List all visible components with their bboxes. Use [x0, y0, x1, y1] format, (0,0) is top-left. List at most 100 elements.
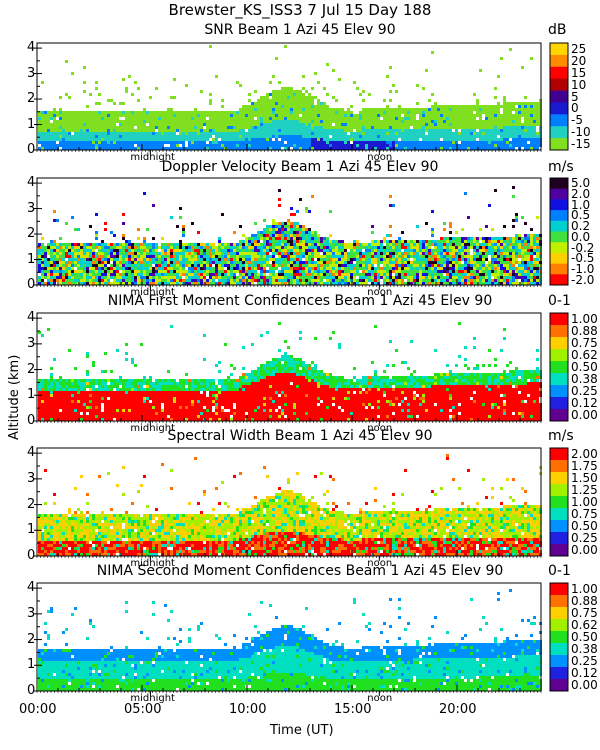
- data-cell: [197, 132, 200, 135]
- data-cell: [272, 90, 275, 93]
- data-cell: [194, 261, 197, 264]
- data-cell: [392, 144, 395, 147]
- data-cell: [83, 267, 86, 270]
- data-cell: [347, 261, 350, 264]
- data-cell: [122, 141, 125, 144]
- data-cell: [251, 240, 254, 243]
- data-cell: [182, 129, 185, 132]
- data-cell: [398, 120, 401, 123]
- data-cell: [509, 105, 512, 108]
- data-cell: [188, 132, 191, 135]
- data-cell: [116, 144, 119, 147]
- data-cell: [254, 138, 257, 141]
- data-cell: [248, 279, 251, 282]
- data-cell: [308, 102, 311, 105]
- data-cell: [287, 114, 290, 117]
- data-cell: [302, 249, 305, 252]
- data-cell: [74, 123, 77, 126]
- data-cell: [131, 282, 134, 285]
- data-cell: [419, 276, 422, 279]
- data-cell: [167, 255, 170, 258]
- data-cell: [470, 111, 473, 114]
- data-cell: [158, 246, 161, 249]
- data-cell: [464, 282, 467, 285]
- data-cell: [398, 141, 401, 144]
- data-cell: [56, 123, 59, 126]
- data-cell: [83, 114, 86, 117]
- data-cell: [440, 123, 443, 126]
- data-cell: [146, 126, 149, 129]
- data-cell: [488, 105, 491, 108]
- data-cell: [386, 249, 389, 252]
- data-cell: [347, 138, 350, 141]
- data-cell: [425, 255, 428, 258]
- data-cell: [233, 252, 236, 255]
- data-cell: [248, 126, 251, 129]
- data-cell: [80, 279, 83, 282]
- data-cell: [509, 144, 512, 147]
- data-cell: [365, 135, 368, 138]
- data-cell: [407, 120, 410, 123]
- data-cell: [131, 270, 134, 273]
- data-cell: [389, 147, 392, 150]
- data-cell: [443, 111, 446, 114]
- data-cell: [263, 132, 266, 135]
- data-cell: [191, 141, 194, 144]
- data-cell: [497, 129, 500, 132]
- data-cell: [176, 282, 179, 285]
- data-cell: [434, 270, 437, 273]
- data-cell: [221, 246, 224, 249]
- data-cell: [47, 141, 50, 144]
- data-cell: [197, 135, 200, 138]
- data-cell: [533, 144, 536, 147]
- data-cell: [338, 111, 341, 114]
- data-cell: [236, 111, 239, 114]
- data-cell: [281, 117, 284, 120]
- data-cell: [296, 102, 299, 105]
- data-cell: [173, 114, 176, 117]
- data-cell: [278, 111, 281, 114]
- data-cell: [95, 117, 98, 120]
- data-cell: [227, 126, 230, 129]
- data-cell: [98, 276, 101, 279]
- data-cell: [410, 261, 413, 264]
- data-cell: [194, 273, 197, 276]
- data-cell: [422, 123, 425, 126]
- data-cell: [260, 270, 263, 273]
- data-cell: [206, 279, 209, 282]
- data-cell: [218, 141, 221, 144]
- data-cell: [518, 141, 521, 144]
- data-cell: [77, 267, 80, 270]
- data-cell: [158, 141, 161, 144]
- data-cell: [38, 276, 41, 279]
- data-cell: [164, 267, 167, 270]
- data-cell: [92, 261, 95, 264]
- data-cell: [305, 129, 308, 132]
- data-cell: [134, 120, 137, 123]
- data-cell: [452, 111, 455, 114]
- data-cell: [527, 108, 530, 111]
- data-cell: [53, 108, 56, 111]
- data-cell: [203, 138, 206, 141]
- data-cell: [344, 114, 347, 117]
- data-cell: [89, 225, 92, 228]
- data-cell: [518, 120, 521, 123]
- data-cell: [203, 135, 206, 138]
- data-cell: [329, 117, 332, 120]
- data-cell: [236, 267, 239, 270]
- data-cell: [242, 234, 245, 237]
- data-cell: [95, 237, 98, 240]
- data-cell: [269, 144, 272, 147]
- data-cell: [80, 270, 83, 273]
- data-cell: [386, 132, 389, 135]
- data-cell: [464, 126, 467, 129]
- data-cell: [59, 135, 62, 138]
- data-cell: [134, 267, 137, 270]
- data-cell: [296, 120, 299, 123]
- data-cell: [314, 144, 317, 147]
- data-cell: [413, 141, 416, 144]
- data-cell: [233, 264, 236, 267]
- data-cell: [452, 135, 455, 138]
- data-cell: [218, 240, 221, 243]
- data-cell: [287, 219, 290, 222]
